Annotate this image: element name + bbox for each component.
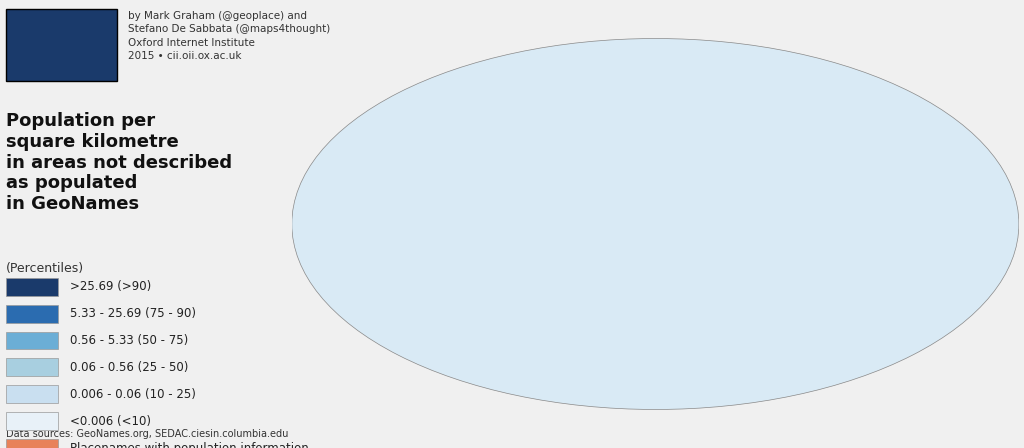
Text: by Mark Graham (@geoplace) and
Stefano De Sabbata (@maps4thought)
Oxford Interne: by Mark Graham (@geoplace) and Stefano D…	[128, 11, 331, 61]
FancyBboxPatch shape	[6, 305, 58, 323]
Ellipse shape	[292, 39, 1019, 409]
Text: 0.006 - 0.06 (10 - 25): 0.006 - 0.06 (10 - 25)	[70, 388, 196, 401]
Text: Population per
square kilometre
in areas not described
as populated
in GeoNames: Population per square kilometre in areas…	[6, 112, 232, 213]
Text: 5.33 - 25.69 (75 - 90): 5.33 - 25.69 (75 - 90)	[70, 307, 196, 320]
Text: oiioiioii: oiioiioii	[9, 27, 61, 37]
Text: <0.006 (<10): <0.006 (<10)	[70, 414, 152, 428]
Text: Placenames with population information: Placenames with population information	[70, 441, 309, 448]
FancyBboxPatch shape	[6, 439, 58, 448]
Text: oiioiioii: oiioiioii	[9, 58, 61, 68]
Text: oiioiioii: oiioiioii	[9, 43, 61, 52]
FancyBboxPatch shape	[6, 385, 58, 403]
FancyBboxPatch shape	[6, 332, 58, 349]
Text: Data sources: GeoNames.org, SEDAC.ciesin.columbia.edu: Data sources: GeoNames.org, SEDAC.ciesin…	[6, 429, 288, 439]
FancyBboxPatch shape	[6, 9, 117, 81]
FancyBboxPatch shape	[6, 278, 58, 296]
FancyBboxPatch shape	[6, 412, 58, 430]
Text: 0.06 - 0.56 (25 - 50): 0.06 - 0.56 (25 - 50)	[70, 361, 188, 374]
Text: >25.69 (>90): >25.69 (>90)	[70, 280, 152, 293]
Text: 0.56 - 5.33 (50 - 75): 0.56 - 5.33 (50 - 75)	[70, 334, 188, 347]
Text: (Percentiles): (Percentiles)	[6, 262, 84, 275]
FancyBboxPatch shape	[6, 358, 58, 376]
